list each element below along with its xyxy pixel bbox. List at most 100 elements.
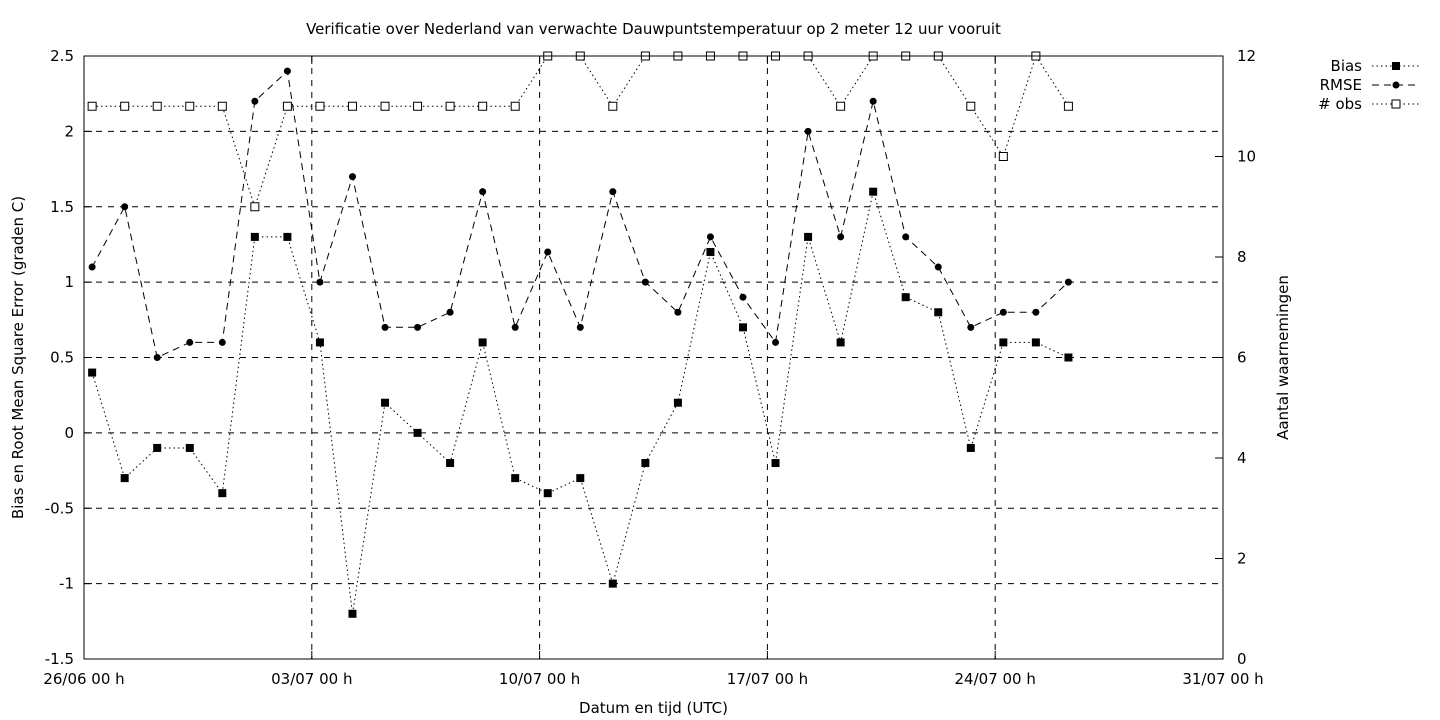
series-obs-point <box>998 152 1008 161</box>
series-bias-point <box>869 187 878 196</box>
series-bias-point <box>381 398 390 407</box>
series-obs-point <box>250 202 260 212</box>
series-bias-point <box>836 338 845 347</box>
y-tick-label: 0.5 <box>50 349 74 367</box>
y-tick-label: -1 <box>59 575 74 593</box>
series-rmse-point <box>446 308 454 316</box>
series-bias-point <box>120 474 129 483</box>
series-bias-point <box>218 489 227 498</box>
x-tick-label: 31/07 00 h <box>1182 670 1263 688</box>
y-tick-label: -0.5 <box>45 499 74 517</box>
series-rmse-point <box>706 233 714 241</box>
series-rmse-point <box>479 188 487 196</box>
legend-label-bias: Bias <box>1331 57 1363 75</box>
series-bias-point <box>413 428 422 437</box>
series-rmse-point <box>544 248 552 256</box>
series-obs-point <box>1063 101 1073 111</box>
series-obs-point <box>282 101 292 111</box>
series-rmse-point <box>837 233 845 241</box>
series-rmse-point <box>381 323 389 331</box>
series-obs-point <box>347 101 357 111</box>
series-obs-point <box>966 101 976 111</box>
series-obs-point <box>478 101 488 111</box>
series-bias-line <box>91 189 1069 614</box>
series-obs-point <box>120 101 130 111</box>
series-layer <box>87 51 1073 618</box>
series-rmse <box>88 67 1072 361</box>
series-bias-point <box>1031 338 1040 347</box>
series-rmse-point <box>609 188 617 196</box>
series-obs-point <box>217 101 227 111</box>
series-obs-point <box>413 101 423 111</box>
series-bias-point <box>446 459 455 468</box>
series-bias-point <box>478 338 487 347</box>
y-tick-label: -1.5 <box>45 650 74 668</box>
series-rmse-point <box>772 338 780 346</box>
series-rmse-point <box>414 323 422 331</box>
series-bias-point <box>738 323 747 332</box>
series-bias-point <box>934 308 943 317</box>
series-rmse-point <box>283 67 291 75</box>
series-bias-point <box>706 247 715 256</box>
y2-tick-label: 2 <box>1237 550 1247 568</box>
x-axis-title: Datum en tijd (UTC) <box>579 699 728 717</box>
series-bias-point <box>608 579 617 588</box>
series-bias-point <box>543 489 552 498</box>
legend-label-rmse: RMSE <box>1320 76 1362 94</box>
series-rmse-point <box>153 354 161 361</box>
series-rmse-point <box>1064 278 1072 286</box>
series-bias-point <box>348 609 357 618</box>
legend-label-obs: # obs <box>1318 95 1362 113</box>
legend-marker-rmse <box>1392 81 1400 89</box>
legend-marker-bias <box>1392 62 1400 70</box>
series-rmse-point <box>967 323 975 331</box>
series-rmse-point <box>511 323 519 331</box>
y2-axis-title: Aantal waarnemingen <box>1274 275 1292 440</box>
series-bias-point <box>771 459 780 468</box>
series-bias-point <box>804 232 813 241</box>
series-rmse-point <box>934 263 942 271</box>
series-rmse-point <box>348 173 356 181</box>
y-tick-label: 1 <box>64 273 74 291</box>
series-obs-point <box>185 101 195 111</box>
series-bias-point <box>576 474 585 483</box>
series-bias-point <box>641 459 650 468</box>
y2-tick-label: 0 <box>1237 650 1247 668</box>
x-tick-label: 10/07 00 h <box>499 670 580 688</box>
series-obs-point <box>836 101 846 111</box>
y2-tick-label: 6 <box>1237 349 1247 367</box>
series-bias-point <box>185 443 194 452</box>
series-rmse-point <box>251 97 259 105</box>
series-obs-point <box>608 101 618 111</box>
y-tick-label: 2.5 <box>50 47 74 65</box>
series-rmse-point <box>218 338 226 346</box>
series-rmse-point <box>121 203 129 211</box>
y-tick-label: 0 <box>64 424 74 442</box>
legend-marker-obs <box>1391 99 1401 109</box>
series-obs-point <box>445 101 455 111</box>
series-bias <box>88 187 1073 618</box>
series-obs-point <box>380 101 390 111</box>
y2-tick-label: 12 <box>1237 47 1256 65</box>
y2-tick-label: 4 <box>1237 449 1247 467</box>
series-rmse-point <box>902 233 910 241</box>
chart-title: Verificatie over Nederland van verwachte… <box>306 20 1001 38</box>
y-tick-label: 1.5 <box>50 198 74 216</box>
series-rmse-point <box>674 308 682 316</box>
series-rmse-point <box>869 97 877 105</box>
series-rmse-point <box>641 278 649 286</box>
series-bias-point <box>250 232 259 241</box>
y-axis-title: Bias en Root Mean Square Error (graden C… <box>9 196 27 519</box>
series-rmse-point <box>576 323 584 331</box>
series-bias-point <box>1064 353 1073 362</box>
grid <box>84 56 1223 659</box>
series-bias-point <box>673 398 682 407</box>
y-tick-label: 2 <box>64 122 74 140</box>
series-obs-point <box>152 101 162 111</box>
series-bias-point <box>511 474 520 483</box>
series-rmse-line <box>91 70 1069 359</box>
series-bias-point <box>966 443 975 452</box>
series-rmse-point <box>316 278 324 286</box>
